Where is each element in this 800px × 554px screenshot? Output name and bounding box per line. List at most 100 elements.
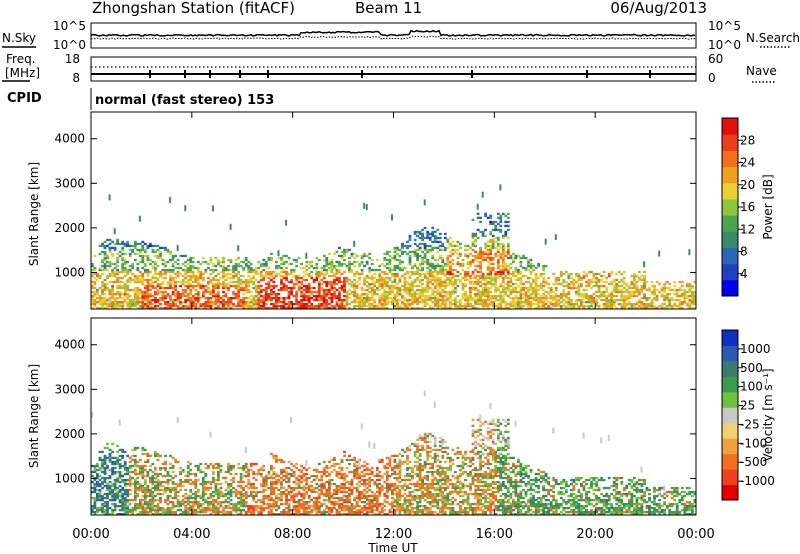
velocity-cell — [98, 507, 102, 510]
power-cell — [161, 307, 165, 310]
velocity-cell — [106, 488, 109, 492]
power-cell — [393, 248, 397, 252]
velocity-cell — [239, 492, 243, 496]
power-cell — [683, 301, 687, 304]
velocity-cell — [141, 513, 145, 516]
velocity-cell — [249, 511, 253, 514]
power-cell — [247, 307, 251, 310]
velocity-cell — [126, 505, 130, 508]
velocity-cell — [91, 411, 93, 418]
velocity-cell — [262, 468, 266, 472]
power-cell — [237, 245, 240, 252]
velocity-cell — [207, 501, 210, 504]
velocity-cell — [171, 486, 175, 490]
power-cell — [391, 272, 394, 276]
power-cell — [645, 280, 649, 284]
power-cell — [519, 295, 523, 298]
power-cell — [517, 254, 520, 258]
power-cell — [191, 270, 195, 274]
power-cell — [138, 270, 142, 274]
velocity-cell — [98, 509, 102, 512]
power-cell — [101, 272, 104, 276]
power-cell — [426, 262, 430, 266]
power-cell — [252, 299, 256, 302]
power-cell — [519, 288, 523, 292]
power-cell — [106, 276, 109, 280]
power-cell — [438, 268, 442, 272]
velocity-cell — [91, 511, 94, 514]
velocity-cell — [101, 480, 104, 484]
power-cell — [169, 274, 172, 278]
power-cell — [176, 272, 180, 276]
power-cell — [504, 293, 508, 296]
power-cell — [504, 301, 508, 304]
power-cell — [459, 301, 462, 304]
power-cell — [121, 240, 125, 244]
velocity-cell — [136, 446, 140, 450]
velocity-cell — [280, 513, 283, 516]
power-cell — [501, 295, 505, 298]
power-cell — [317, 293, 321, 296]
power-cell — [101, 244, 104, 248]
power-cell — [159, 256, 162, 260]
velocity-cell — [186, 509, 190, 512]
power-cell — [499, 284, 503, 288]
power-cell — [224, 303, 228, 306]
power-cell — [446, 272, 450, 276]
power-cell — [441, 266, 445, 270]
power-cell — [166, 293, 170, 296]
power-colorbar-swatch — [722, 166, 738, 184]
power-cell — [204, 288, 208, 292]
power-cell — [688, 282, 692, 286]
power-cell — [161, 295, 165, 298]
power-cell — [138, 260, 142, 264]
velocity-cell — [176, 503, 180, 506]
power-cell — [607, 299, 611, 302]
power-cell — [232, 268, 235, 272]
velocity-cell — [143, 468, 147, 472]
power-cell — [282, 305, 286, 308]
power-cell — [275, 272, 278, 276]
velocity-cell — [143, 496, 147, 500]
velocity-cell — [169, 466, 172, 470]
power-cell — [635, 288, 639, 292]
power-cell — [499, 256, 503, 260]
power-cell — [491, 268, 495, 272]
velocity-cell — [277, 474, 281, 478]
power-cell — [534, 278, 538, 282]
velocity-cell — [287, 480, 291, 484]
power-cell — [471, 299, 475, 302]
power-cell — [222, 270, 225, 274]
power-cell — [375, 278, 379, 282]
velocity-cell — [141, 446, 145, 450]
power-cell — [401, 297, 404, 300]
power-cell — [282, 262, 286, 266]
power-cell — [474, 280, 477, 284]
power-cell — [396, 264, 399, 268]
power-cell — [446, 293, 450, 296]
velocity-cell — [257, 511, 261, 514]
power-cell — [501, 276, 505, 280]
power-cell — [300, 303, 303, 306]
power-cell — [665, 297, 669, 300]
power-cell — [317, 280, 321, 284]
power-cell — [151, 264, 155, 268]
power-cell — [469, 260, 472, 264]
power-cell — [438, 240, 442, 244]
velocity-cell — [285, 494, 288, 498]
power-cell — [169, 278, 172, 282]
power-cell — [181, 293, 185, 296]
power-cell — [416, 234, 419, 238]
power-cell — [257, 260, 261, 264]
power-cell — [665, 280, 669, 284]
power-cell — [186, 286, 190, 290]
velocity-cell — [186, 511, 190, 514]
power-cell — [227, 258, 230, 262]
power-cell — [413, 248, 417, 252]
power-cell — [438, 272, 442, 276]
velocity-cell — [146, 490, 150, 494]
power-cell — [151, 280, 155, 284]
velocity-cell — [156, 478, 160, 482]
velocity-cell — [118, 484, 122, 488]
power-cell — [635, 290, 639, 294]
